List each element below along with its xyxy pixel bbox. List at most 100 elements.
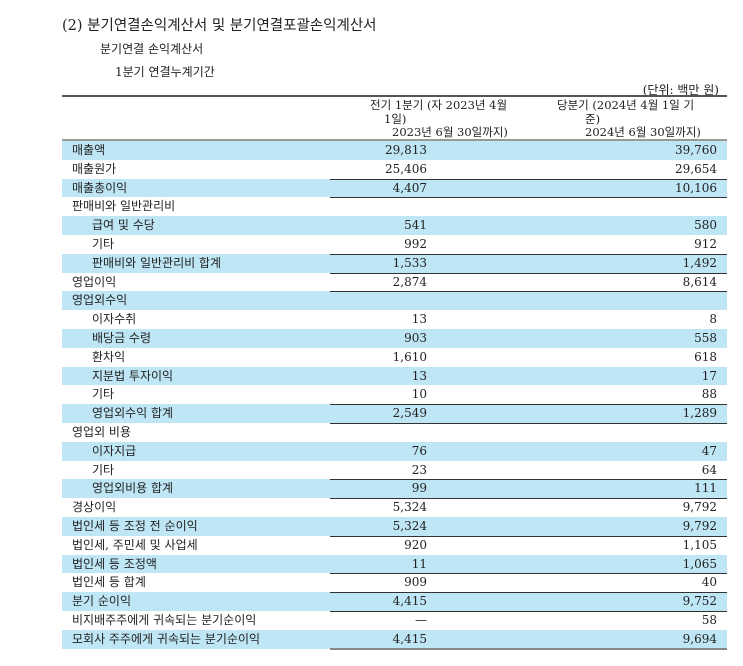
curr-value: 111 (694, 481, 717, 496)
period-label: 1분기 연결누계기간 (115, 65, 215, 79)
header-prev-line1: 전기 1분기 (자 2023년 4월 (370, 98, 508, 112)
curr-value: 9,792 (682, 518, 717, 533)
table-row: 법인세 등 조정 전 순이익 5,324 9,792 (62, 516, 727, 536)
row-label: 경상이익 (72, 500, 117, 515)
table-row: 비지배주주에게 귀속되는 분기순이익 — 58 (62, 610, 727, 630)
rule-line (330, 253, 727, 255)
prev-value: — (415, 612, 427, 627)
curr-value: 9,694 (682, 631, 717, 646)
table-row: 영업이익 2,874 8,614 (62, 272, 727, 292)
prev-value: 1,610 (392, 349, 427, 364)
prev-value: 992 (404, 236, 427, 251)
table-row: 영업외수익 합계 2,549 1,289 (62, 404, 727, 423)
curr-value: 1,289 (682, 406, 717, 421)
rule-line (330, 404, 727, 406)
table-row: 기타 992 912 (62, 235, 727, 254)
row-label: 영업이익 (72, 274, 117, 289)
prev-value: 2,549 (392, 406, 427, 421)
row-label: 매출액 (72, 143, 106, 157)
table-row: 영업외비용 합계 99 111 (62, 479, 727, 499)
rule-line (330, 610, 727, 612)
prev-value: 13 (411, 312, 427, 327)
header-curr-line1: 당분기 (2024년 4월 1일 기 (557, 98, 695, 112)
header-curr-line3: 2024년 6월 30일까지) (585, 125, 701, 139)
table-row: 법인세 등 조정액 11 1,065 (62, 554, 727, 574)
rule-line (330, 422, 727, 424)
header-prev-period: 전기 1분기 (자 2023년 4월 1일) 2023년 6월 30일까지) (362, 98, 562, 140)
table-row: 이자수취 13 8 (62, 310, 727, 329)
rule-line (330, 272, 727, 274)
table-row: 환차익 1,610 618 (62, 348, 727, 367)
income-statement-table: 전기 1분기 (자 2023년 4월 1일) 2023년 6월 30일까지) 당… (62, 95, 727, 650)
table-row: 기타 10 88 (62, 385, 727, 404)
curr-value: 29,654 (675, 161, 717, 176)
curr-value: 39,760 (675, 143, 717, 157)
curr-value: 1,492 (682, 255, 717, 270)
row-label: 법인세 등 합계 (72, 575, 146, 590)
table-row: 법인세, 주민세 및 사업세 920 1,105 (62, 535, 727, 555)
table-row: 이자지급 76 47 (62, 441, 727, 461)
rule-line (330, 647, 727, 650)
curr-value: 47 (701, 443, 717, 458)
prev-value: 29,813 (385, 143, 427, 157)
prev-value: 4,415 (392, 594, 427, 609)
table-row: 영업외수익 (62, 291, 727, 311)
prev-value: 23 (411, 462, 427, 477)
table-row: 판매비와 일반관리비 (62, 197, 727, 216)
table-row: 판매비와 일반관리비 합계 1,533 1,492 (62, 253, 727, 273)
prev-value: 1,533 (392, 255, 427, 270)
table-row: 지분법 투자이익 13 17 (62, 366, 727, 386)
curr-value: 58 (701, 612, 717, 627)
rule-line (330, 178, 727, 180)
curr-value: 912 (694, 236, 717, 251)
row-label: 이자수취 (92, 312, 137, 327)
section-title: (2) 분기연결손익계산서 및 분기연결포괄손익계산서 (62, 18, 377, 34)
row-label: 영업외수익 (72, 293, 128, 308)
prev-value: 2,874 (392, 274, 427, 289)
table-row: 법인세 등 합계 909 40 (62, 573, 727, 592)
prev-value: 99 (411, 481, 427, 496)
prev-value: 903 (404, 330, 427, 345)
table-row: 분기 순이익 4,415 9,752 (62, 592, 727, 611)
curr-value: 1,065 (682, 556, 717, 571)
row-label: 법인세, 주민세 및 사업세 (72, 537, 198, 552)
row-label: 판매비와 일반관리비 합계 (92, 255, 222, 270)
table-row: 매출총이익 4,407 10,106 (62, 178, 727, 198)
row-label: 기타 (92, 387, 115, 402)
prev-value: 25,406 (385, 161, 427, 176)
row-label: 법인세 등 조정 전 순이익 (72, 518, 198, 533)
table-row: 영업외 비용 (62, 422, 727, 442)
curr-value: 9,792 (682, 500, 717, 515)
row-label: 배당금 수령 (92, 330, 152, 345)
rule-line (330, 592, 727, 594)
table-row: 기타 23 64 (62, 461, 727, 480)
row-label: 영업외 비용 (72, 424, 132, 439)
curr-value: 558 (694, 330, 717, 345)
header-curr-period: 당분기 (2024년 4월 1일 기 준) 2024년 6월 30일까지) (557, 98, 727, 140)
header-prev-line2: 1일) (384, 111, 407, 126)
prev-value: 541 (404, 218, 427, 233)
row-label: 분기 순이익 (72, 594, 132, 609)
prev-value: 13 (411, 368, 427, 383)
row-label: 판매비와 일반관리비 (72, 199, 176, 214)
curr-value: 8 (709, 312, 717, 327)
row-label: 영업외수익 합계 (92, 406, 174, 421)
rule-line (330, 291, 727, 293)
header-prev-line3: 2023년 6월 30일까지) (392, 125, 508, 139)
rule-line (330, 197, 727, 199)
curr-value: 580 (694, 218, 717, 233)
table-row: 급여 및 수당 541 580 (62, 216, 727, 235)
rule-line (330, 573, 727, 575)
table-row: 매출액 29,813 39,760 (62, 141, 727, 160)
curr-value: 17 (701, 368, 717, 383)
rule-line (330, 498, 727, 500)
table-row: 경상이익 5,324 9,792 (62, 498, 727, 517)
row-label: 급여 및 수당 (92, 218, 155, 233)
table-header: 전기 1분기 (자 2023년 4월 1일) 2023년 6월 30일까지) 당… (62, 97, 727, 141)
table-row: 배당금 수령 903 558 (62, 328, 727, 348)
prev-value: 909 (404, 575, 427, 590)
table-row: 매출원가 25,406 29,654 (62, 160, 727, 179)
table-row: 모회사 주주에게 귀속되는 분기순이익 4,415 9,694 (62, 629, 727, 650)
header-curr-line2: 준) (585, 111, 601, 126)
row-label: 비지배주주에게 귀속되는 분기순이익 (72, 612, 257, 627)
